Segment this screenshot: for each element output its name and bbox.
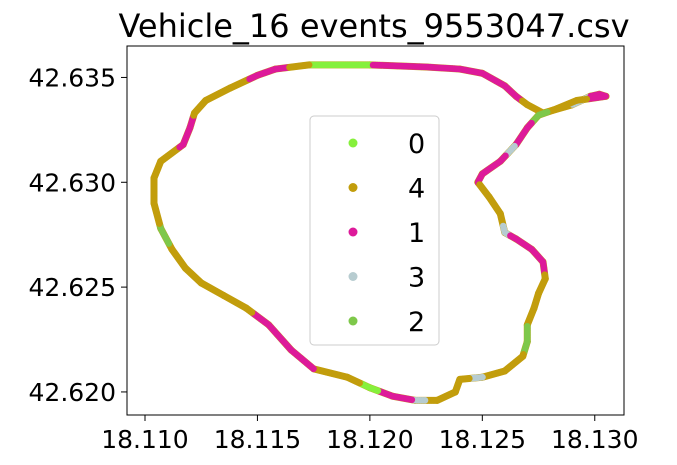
y-tick-label: 42.620 — [29, 378, 116, 407]
legend-marker-1 — [348, 227, 358, 237]
point-series-4 — [305, 61, 313, 69]
legend-marker-3 — [348, 272, 358, 281]
x-tick-label: 18.110 — [101, 425, 188, 454]
y-tick-label: 42.630 — [29, 168, 116, 197]
legend-label-2: 2 — [408, 307, 425, 338]
y-tick-label: 42.635 — [29, 63, 116, 92]
x-tick-label: 18.115 — [214, 425, 301, 454]
legend-box — [309, 115, 440, 346]
y-tick-label: 42.625 — [29, 273, 116, 302]
x-tick-label: 18.130 — [551, 425, 638, 454]
legend-marker-4 — [348, 183, 358, 192]
legend-label-3: 3 — [408, 263, 425, 294]
legend: 0 4 1 3 2 — [309, 115, 440, 346]
event-points — [150, 61, 609, 404]
legend-marker-0 — [348, 138, 358, 148]
y-axis: 42.620 42.625 42.630 42.635 — [29, 63, 127, 407]
plot-frame — [126, 45, 625, 416]
legend-label-1: 1 — [408, 218, 425, 249]
x-tick-label: 18.120 — [326, 425, 413, 454]
x-axis: 18.110 18.115 18.120 18.125 18.130 — [101, 415, 639, 454]
legend-marker-2 — [348, 316, 358, 326]
legend-label-0: 0 — [408, 129, 425, 160]
chart-title: Vehicle_16 events_9553047.csv — [118, 7, 629, 45]
x-tick-label: 18.125 — [439, 425, 526, 454]
legend-label-4: 4 — [408, 174, 425, 205]
plot-marks — [150, 61, 610, 404]
